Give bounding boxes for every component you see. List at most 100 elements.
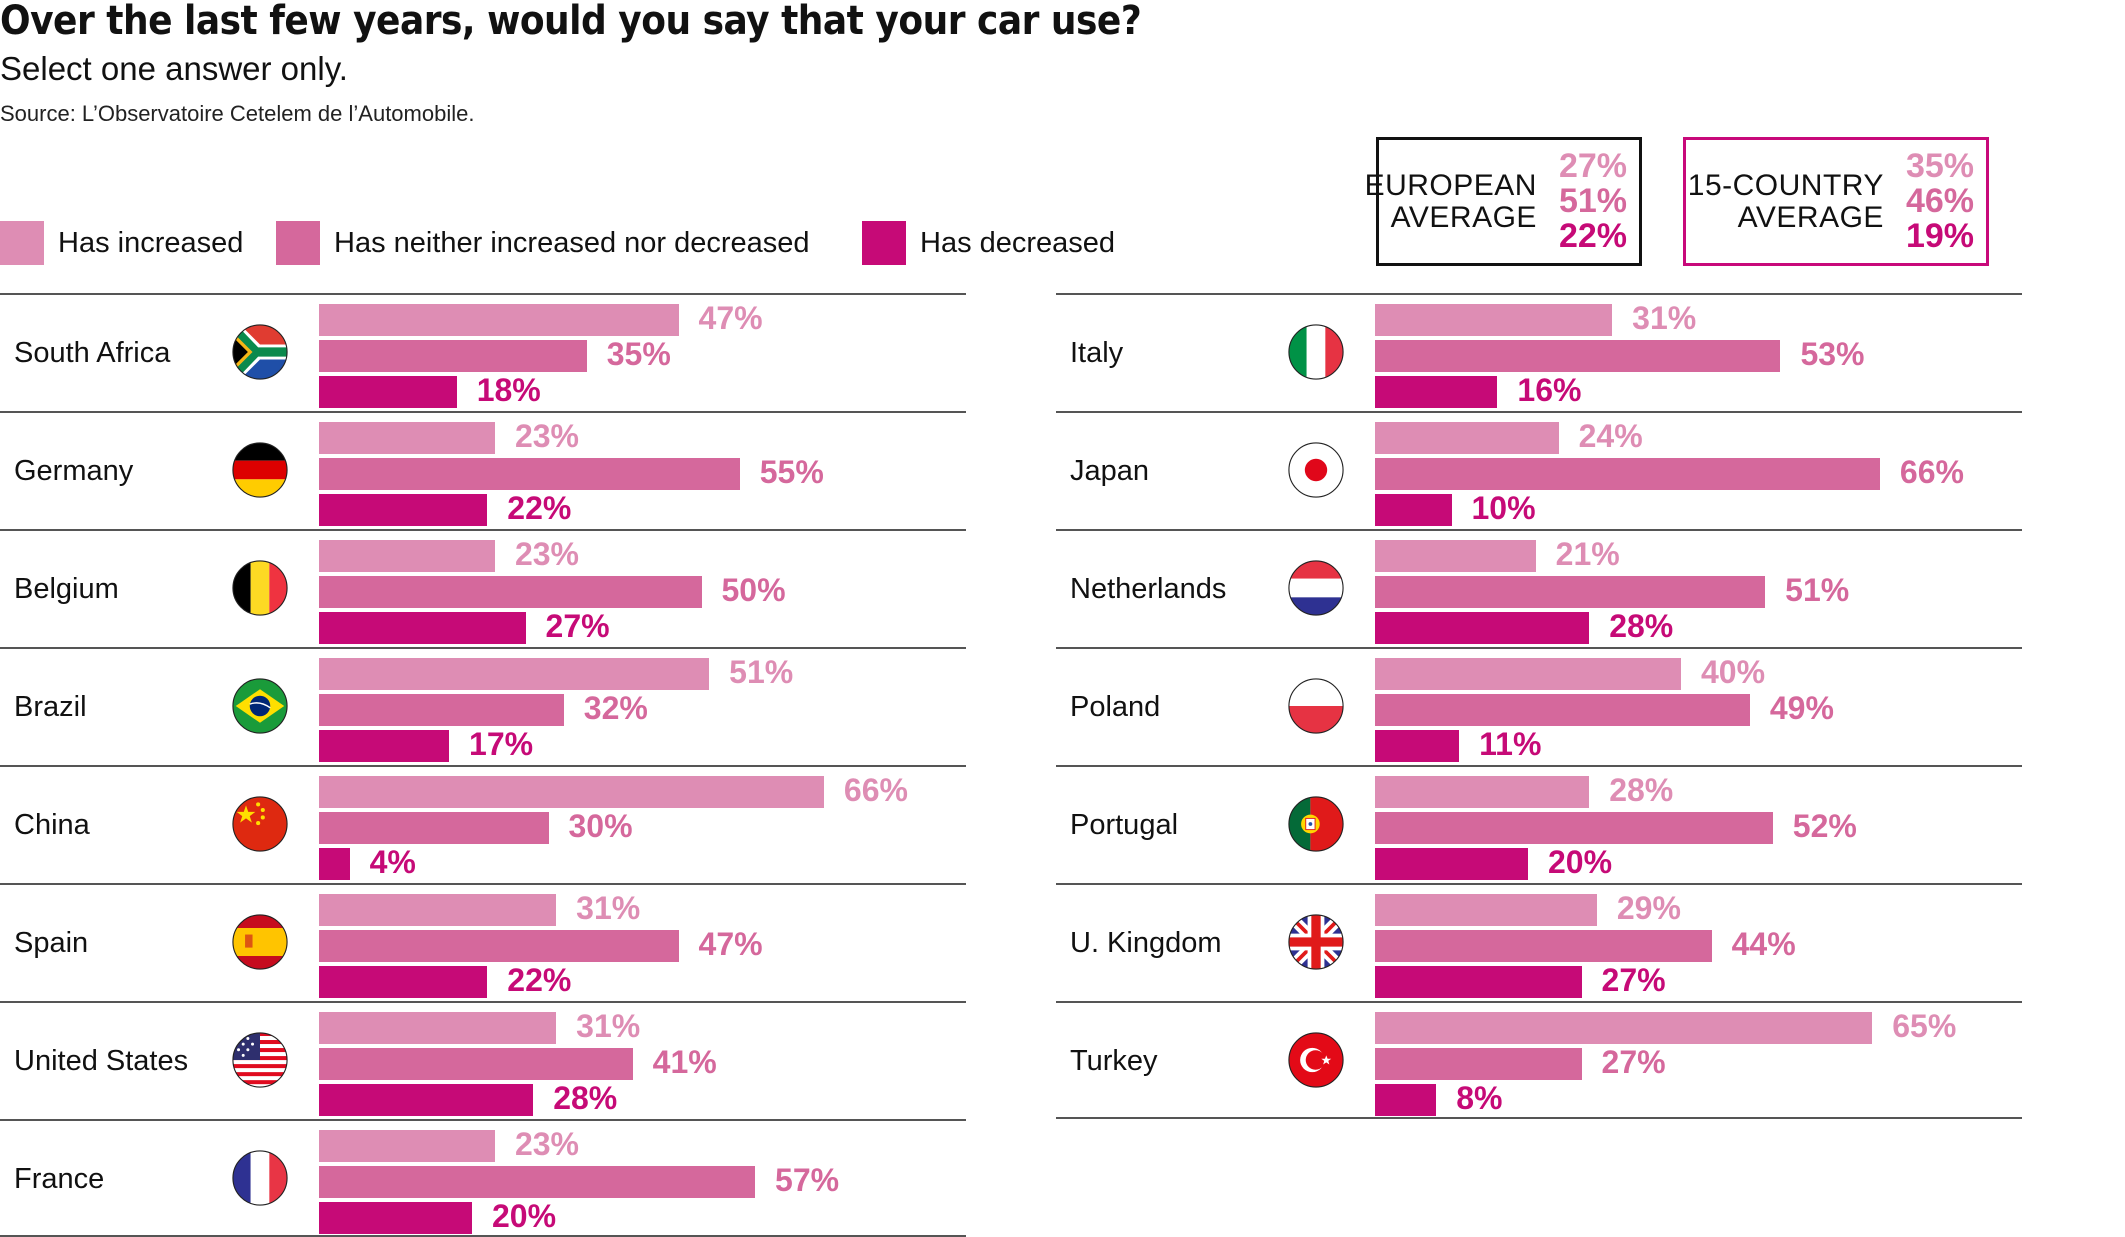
country-row-united-kingdom: U. Kingdom 29% 44% 27%	[1056, 883, 2022, 1001]
bar-value-label-increased: 23%	[514, 418, 579, 454]
bar-value-label-increased: 65%	[1892, 1008, 1957, 1044]
bar-value-label-decreased: 20%	[1548, 844, 1613, 880]
bar-neither	[1375, 458, 1880, 490]
bar-decreased	[319, 848, 350, 880]
bar-value-label-increased: 47%	[698, 300, 763, 336]
bar-line-increased: 40%	[1375, 654, 2022, 692]
fifteen-country-average-values: 35% 46% 19%	[1906, 149, 1974, 254]
bar-line-increased: 51%	[319, 654, 966, 692]
bar-line-decreased: 20%	[1375, 844, 2022, 882]
european-average-increased: 27%	[1558, 147, 1627, 185]
bar-increased	[1375, 1012, 1873, 1044]
bar-neither	[1375, 340, 1781, 372]
bar-line-increased: 23%	[319, 536, 966, 574]
bar-value-label-decreased: 16%	[1517, 372, 1582, 408]
bar-line-increased: 31%	[1375, 300, 2022, 338]
bar-line-neither: 66%	[1375, 454, 2022, 492]
bar-group: 23% 57% 20%	[319, 1126, 966, 1236]
country-row-china: China 66% 30% 4%	[0, 765, 966, 883]
bar-group: 23% 50% 27%	[319, 536, 966, 646]
country-name: Italy	[1070, 336, 1124, 369]
country-row-united-states: United States 31% 41% 28%	[0, 1001, 966, 1119]
bar-line-decreased: 27%	[319, 608, 966, 646]
france-flag-icon	[232, 1150, 288, 1206]
legend-item-neither: Has neither increased nor decreased	[276, 220, 810, 266]
country-name: U. Kingdom	[1070, 926, 1222, 959]
bar-group: 29% 44% 27%	[1375, 890, 2022, 1000]
bar-line-decreased: 28%	[319, 1080, 966, 1118]
country-column-right: Italy 31% 53% 16% Japan 24% 66% 10% Netherlands 2…	[1056, 293, 2022, 1119]
bar-increased	[1375, 658, 1681, 690]
bar-value-label-neither: 57%	[775, 1162, 840, 1198]
bar-line-decreased: 16%	[1375, 372, 2022, 410]
bar-decreased	[1375, 730, 1460, 762]
legend-swatch-neither	[276, 221, 320, 265]
bar-decreased	[319, 612, 526, 644]
bar-value-label-decreased: 8%	[1456, 1080, 1503, 1116]
united-states-flag-icon	[232, 1032, 288, 1088]
bar-value-label-neither: 32%	[583, 690, 648, 726]
bar-decreased	[1375, 966, 1582, 998]
bar-value-label-decreased: 4%	[369, 844, 416, 880]
european-average-neither: 51%	[1558, 182, 1627, 220]
bar-group: 51% 32% 17%	[319, 654, 966, 764]
fifteen-country-average-label-line2: AVERAGE	[1737, 200, 1884, 234]
bar-value-label-decreased: 11%	[1479, 726, 1542, 762]
bar-decreased	[1375, 848, 1528, 880]
bar-value-label-neither: 35%	[606, 336, 671, 372]
country-row-spain: Spain 31% 47% 22%	[0, 883, 966, 1001]
bar-increased	[319, 894, 557, 926]
japan-flag-icon	[1288, 442, 1344, 498]
bar-group: 31% 47% 22%	[319, 890, 966, 1000]
bar-line-neither: 32%	[319, 690, 966, 728]
brazil-flag-icon	[232, 678, 288, 734]
bar-group: 65% 27% 8%	[1375, 1008, 2022, 1118]
bar-value-label-decreased: 28%	[553, 1080, 618, 1116]
european-average-box: EUROPEAN AVERAGE 27% 51% 22%	[1365, 137, 1642, 266]
fifteen-country-average-label-line1: 15-COUNTRY	[1687, 168, 1884, 202]
bar-increased	[1375, 776, 1590, 808]
united-kingdom-flag-icon	[1288, 914, 1344, 970]
bar-line-decreased: 22%	[319, 490, 966, 528]
bar-value-label-neither: 49%	[1769, 690, 1834, 726]
poland-flag-icon	[1288, 678, 1344, 734]
bar-value-label-decreased: 22%	[507, 490, 572, 526]
bar-line-neither: 49%	[1375, 690, 2022, 728]
fifteen-country-average-increased: 35%	[1905, 147, 1974, 185]
bar-line-increased: 47%	[319, 300, 966, 338]
bar-increased	[319, 304, 679, 336]
chart-title: Over the last few years, would you say t…	[0, 0, 1142, 44]
bar-increased	[319, 1130, 495, 1162]
european-average-decreased: 22%	[1558, 217, 1627, 255]
bar-line-decreased: 28%	[1375, 608, 2022, 646]
country-name: South Africa	[14, 336, 171, 369]
bar-line-increased: 66%	[319, 772, 966, 810]
bar-value-label-neither: 55%	[759, 454, 824, 490]
bar-decreased	[319, 1084, 534, 1116]
european-average-label-line2: AVERAGE	[1390, 200, 1537, 234]
bar-value-label-increased: 66%	[843, 772, 908, 808]
bar-group: 31% 53% 16%	[1375, 300, 2022, 410]
bar-value-label-decreased: 10%	[1471, 490, 1536, 526]
bar-increased	[319, 1012, 557, 1044]
legend-label-increased: Has increased	[58, 226, 244, 259]
bar-line-decreased: 17%	[319, 726, 966, 764]
fifteen-country-average-decreased: 19%	[1905, 217, 1974, 255]
bar-line-decreased: 27%	[1375, 962, 2022, 1000]
bar-value-label-neither: 51%	[1785, 572, 1850, 608]
country-name: Brazil	[14, 690, 87, 723]
bar-value-label-decreased: 20%	[492, 1198, 557, 1234]
netherlands-flag-icon	[1288, 560, 1344, 616]
bar-neither	[319, 1166, 756, 1198]
bar-line-increased: 23%	[319, 1126, 966, 1164]
fifteen-country-average-box: 15-COUNTRY AVERAGE 35% 46% 19%	[1683, 137, 1989, 266]
country-name: Portugal	[1070, 808, 1179, 841]
bar-neither	[1375, 930, 1712, 962]
bar-increased	[319, 540, 495, 572]
bar-value-label-neither: 47%	[698, 926, 763, 962]
country-row-germany: Germany 23% 55% 22%	[0, 411, 966, 529]
bar-line-neither: 27%	[1375, 1044, 2022, 1082]
bar-group: 24% 66% 10%	[1375, 418, 2022, 528]
china-flag-icon	[232, 796, 288, 852]
bar-line-increased: 31%	[319, 890, 966, 928]
